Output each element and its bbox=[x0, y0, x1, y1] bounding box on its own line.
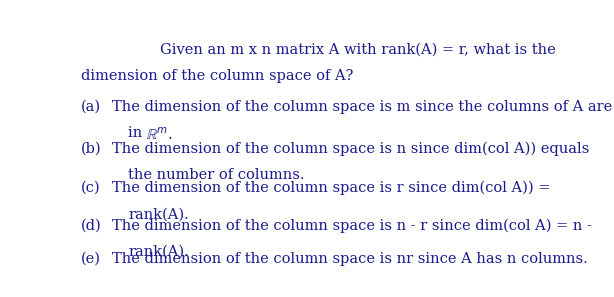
Text: Given an m x n matrix A with rank(A) = r, what is the: Given an m x n matrix A with rank(A) = r… bbox=[160, 42, 556, 56]
Text: the number of columns.: the number of columns. bbox=[128, 168, 305, 182]
Text: The dimension of the column space is r since dim(col A)) =: The dimension of the column space is r s… bbox=[112, 181, 551, 195]
Text: (c): (c) bbox=[80, 181, 100, 195]
Text: $\mathbb{R}^m$.: $\mathbb{R}^m$. bbox=[146, 126, 173, 143]
Text: rank(A).: rank(A). bbox=[128, 245, 189, 259]
Text: (e): (e) bbox=[80, 252, 101, 266]
Text: (b): (b) bbox=[80, 142, 101, 156]
Text: The dimension of the column space is n - r since dim(col A) = n -: The dimension of the column space is n -… bbox=[112, 219, 593, 233]
Text: The dimension of the column space is nr since A has n columns.: The dimension of the column space is nr … bbox=[112, 252, 588, 266]
Text: dimension of the column space of A?: dimension of the column space of A? bbox=[80, 69, 353, 83]
Text: rank(A).: rank(A). bbox=[128, 207, 189, 221]
Text: (d): (d) bbox=[80, 219, 101, 233]
Text: (a): (a) bbox=[80, 100, 101, 114]
Text: The dimension of the column space is m since the columns of A are: The dimension of the column space is m s… bbox=[112, 100, 613, 114]
Text: in: in bbox=[128, 126, 147, 140]
Text: The dimension of the column space is n since dim(col A)) equals: The dimension of the column space is n s… bbox=[112, 142, 589, 157]
